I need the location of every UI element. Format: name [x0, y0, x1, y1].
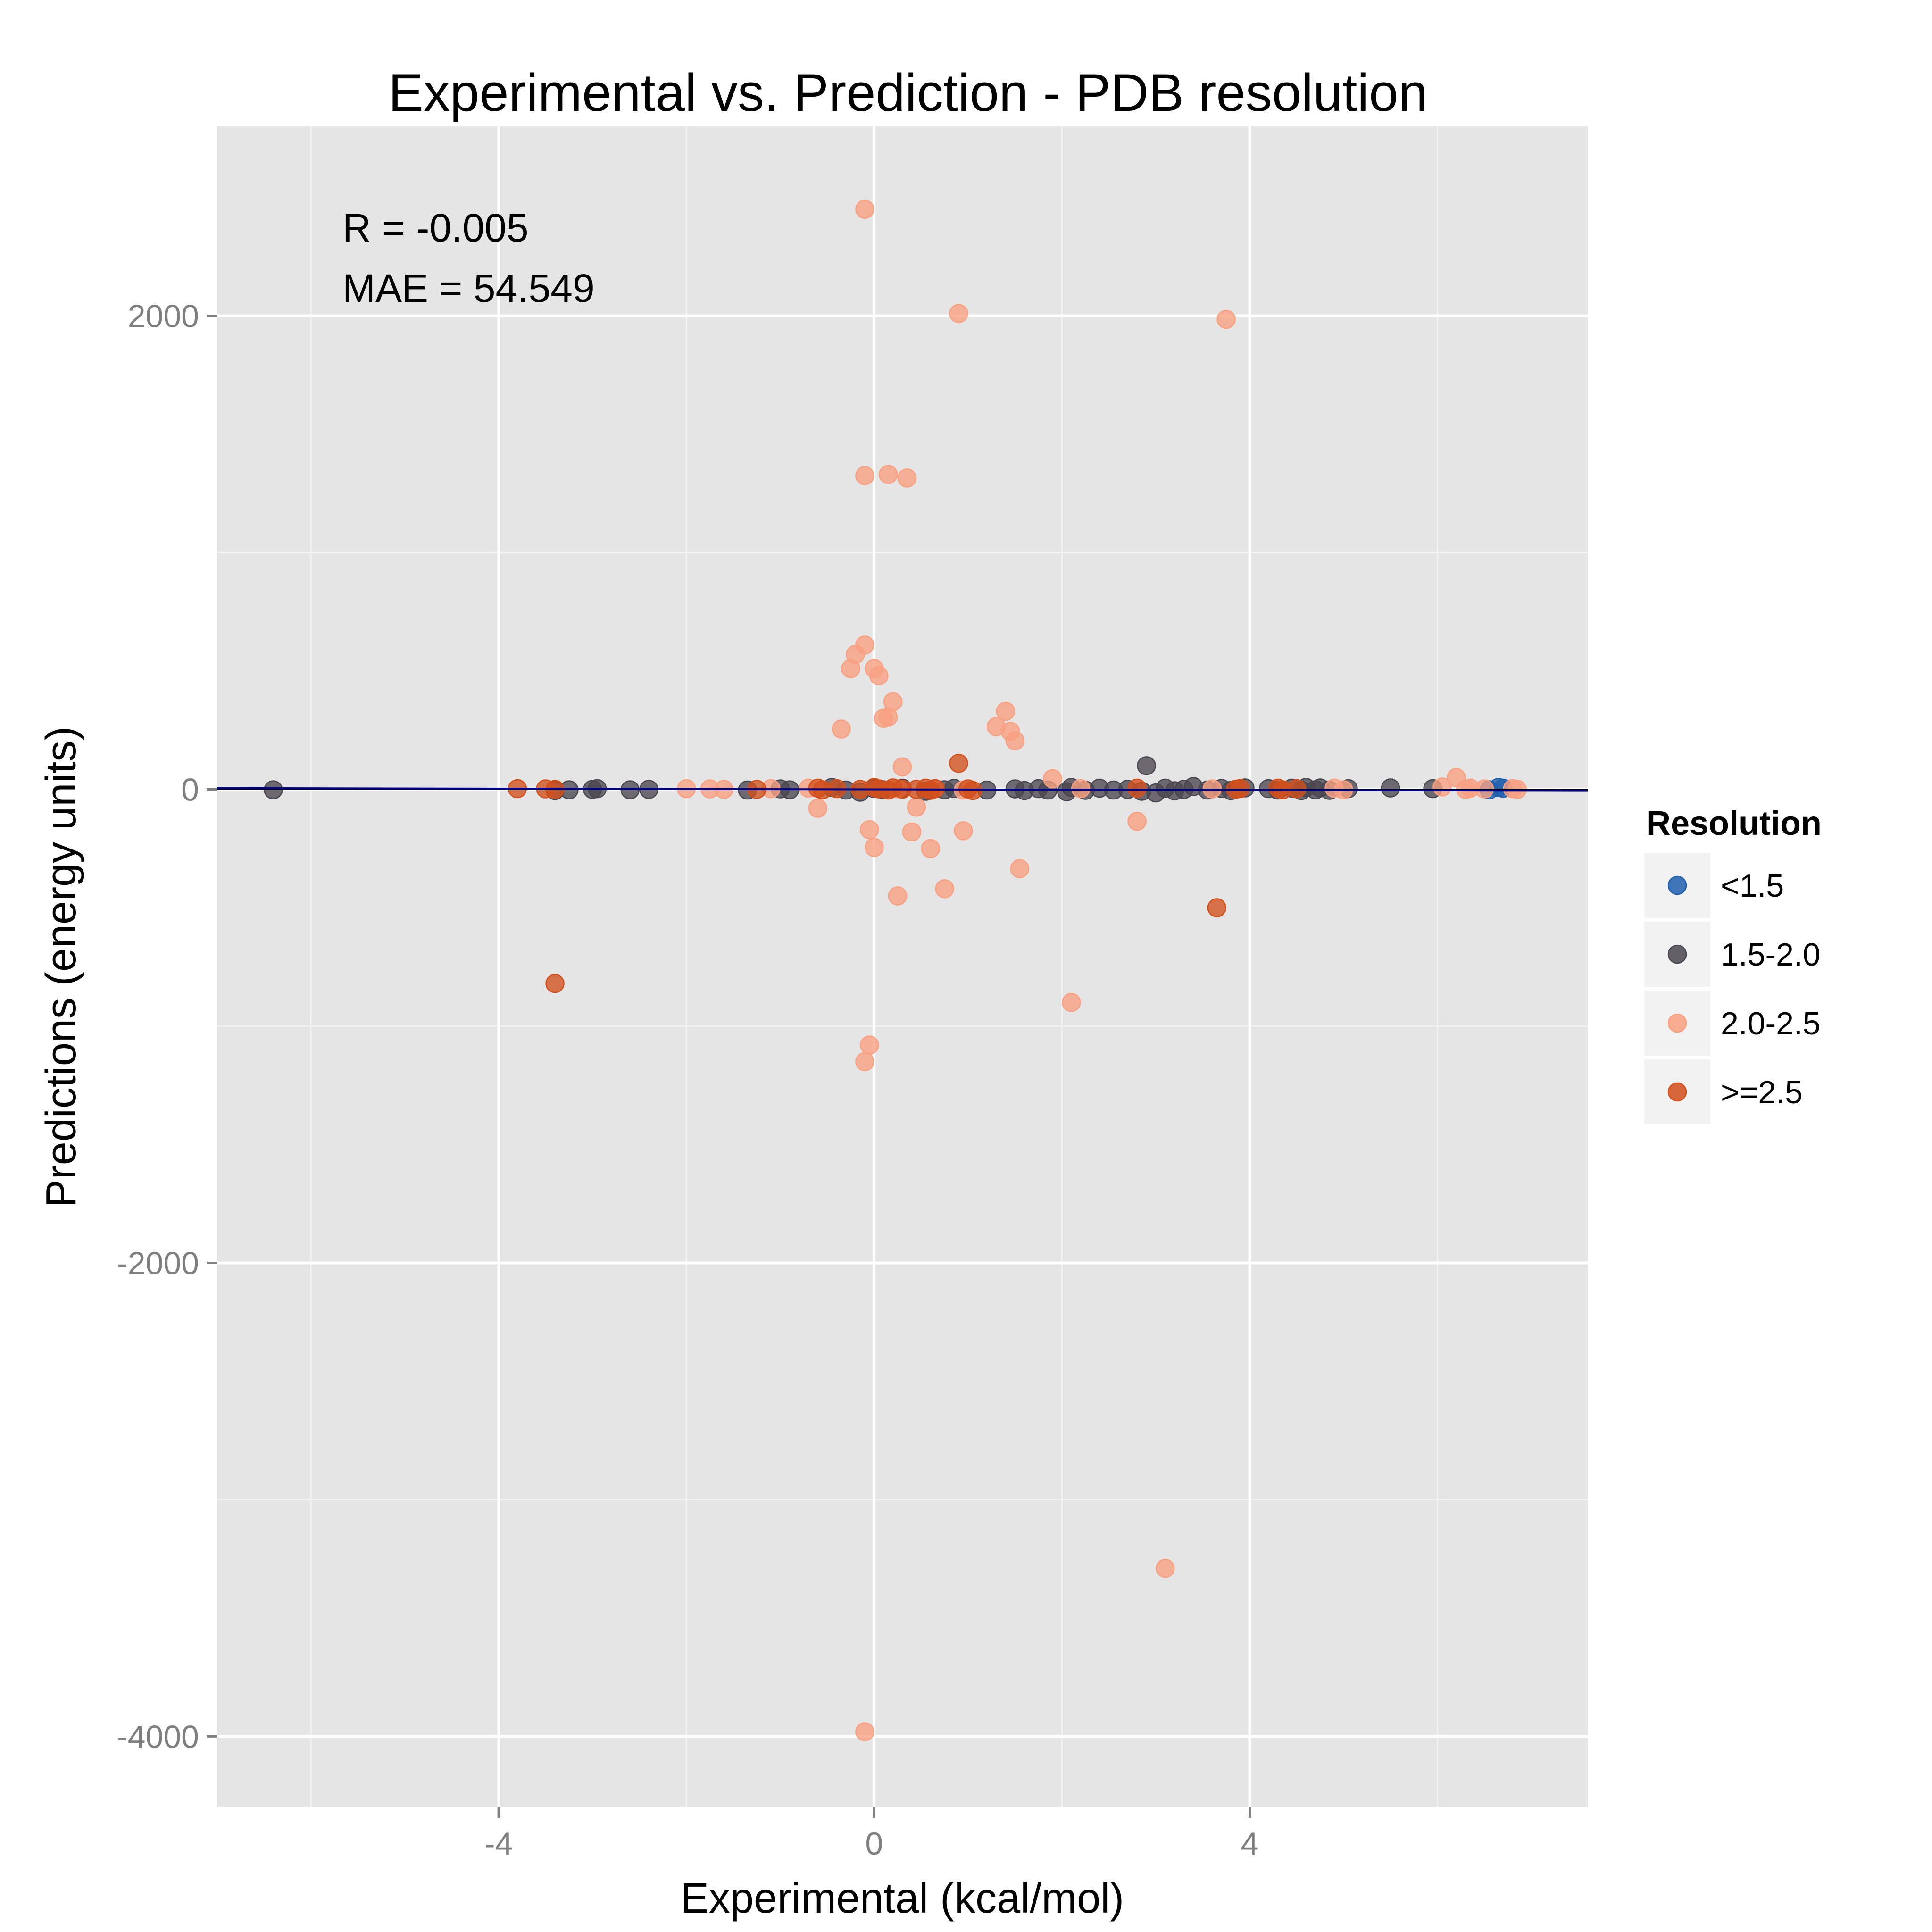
x-axis-title: Experimental (kcal/mol) [681, 1875, 1124, 1922]
plot-panel [217, 126, 1588, 1807]
legend-marker [1667, 1013, 1687, 1033]
data-point [878, 465, 898, 484]
data-point [1010, 859, 1030, 878]
legend-title: Resolution [1646, 805, 1822, 842]
data-point [1005, 731, 1025, 750]
data-point [888, 886, 908, 906]
minor-gridlines [217, 126, 1588, 1807]
legend-marker [1667, 944, 1687, 964]
legend-marker [1667, 1082, 1687, 1102]
data-point [1137, 756, 1156, 775]
legend: Resolution <1.5 1.5-2.0 2.0-2.5 >=2.5 [1644, 805, 1822, 1124]
data-point [860, 1035, 879, 1055]
data-point [832, 719, 851, 739]
series-3 [508, 754, 1307, 993]
data-point [855, 1052, 874, 1072]
data-point [1062, 993, 1081, 1012]
x-axis-ticks: -4 0 4 [484, 1807, 1258, 1862]
data-point [949, 304, 968, 323]
y-tick-label: 0 [181, 772, 199, 808]
data-point [897, 468, 917, 488]
data-point [1216, 309, 1236, 329]
data-point [907, 797, 926, 817]
legend-label: <1.5 [1721, 868, 1784, 904]
data-point [878, 708, 898, 727]
y-axis-title: Predictions (energy units) [38, 726, 85, 1208]
data-point [1432, 777, 1452, 797]
legend-label: 1.5-2.0 [1721, 937, 1821, 973]
annotation-mae: MAE = 54.549 [342, 266, 595, 310]
data-point [1287, 779, 1307, 799]
data-point [860, 820, 879, 840]
data-point [1156, 1558, 1175, 1578]
data-point [902, 822, 922, 842]
fit-line [217, 787, 1588, 792]
data-point [954, 821, 973, 841]
legend-marker [1667, 875, 1687, 895]
y-tick-label: -4000 [117, 1719, 199, 1755]
y-axis-ticks: 2000 0 -2000 -4000 [117, 299, 217, 1755]
data-point [808, 799, 828, 818]
chart-title: Experimental vs. Prediction - PDB resolu… [388, 63, 1428, 122]
data-point [855, 1722, 874, 1741]
data-point [963, 781, 983, 800]
data-point [1071, 779, 1091, 799]
data-points [264, 200, 1527, 1741]
x-tick-label: 4 [1241, 1826, 1259, 1862]
data-point [1231, 779, 1250, 798]
data-point [892, 757, 912, 777]
data-point [869, 666, 889, 685]
data-point [1127, 812, 1147, 831]
x-tick-label: 0 [865, 1826, 883, 1862]
data-point [865, 838, 884, 857]
data-point [855, 200, 874, 219]
data-point [935, 879, 954, 899]
annotation-r: R = -0.005 [342, 206, 529, 250]
legend-label: 2.0-2.5 [1721, 1006, 1821, 1041]
data-point [545, 974, 565, 993]
data-point [1043, 769, 1062, 789]
data-point [996, 701, 1016, 721]
data-point [921, 839, 940, 858]
legend-label: >=2.5 [1721, 1074, 1803, 1110]
data-point [1381, 778, 1400, 798]
y-tick-label: -2000 [117, 1245, 199, 1281]
data-point [949, 754, 968, 773]
data-point [1207, 898, 1227, 917]
data-point [855, 466, 874, 485]
y-tick-label: 2000 [128, 299, 199, 334]
data-point [841, 659, 860, 678]
x-tick-label: -4 [484, 1826, 513, 1862]
data-point [1127, 778, 1147, 798]
